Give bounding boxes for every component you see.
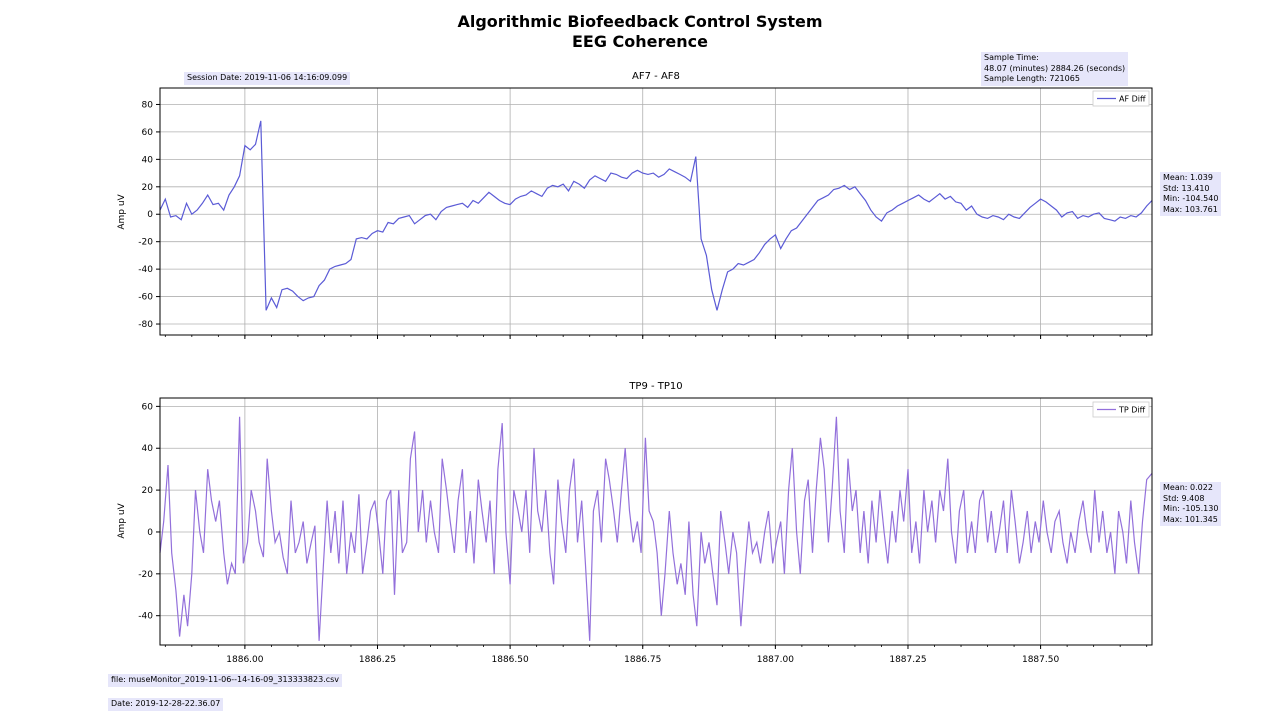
af-panel-title: AF7 - AF8 (632, 71, 680, 82)
sample-time-value: 48.07 (minutes) 2884.26 (seconds) (984, 63, 1126, 73)
tp-x-tick-label: 1887.25 (889, 655, 926, 665)
tp-legend-box (1092, 401, 1150, 418)
tp-min: Min: -105.130 (1163, 504, 1219, 513)
tp-mean: Mean: 0.022 (1163, 483, 1213, 492)
tp-y-tick-label: 20 (142, 486, 154, 496)
af-gridlines (160, 88, 1152, 335)
sample-time-box: Sample Time: 48.07 (minutes) 2884.26 (se… (981, 52, 1129, 86)
tp-x-tick-label: 1887.00 (757, 655, 794, 665)
af-y-tick-label: 0 (147, 210, 153, 220)
tp-legend-label: TP Diff (1118, 406, 1146, 415)
af-diff-line (159, 120, 1153, 311)
af-y-tick-label: -80 (138, 320, 153, 330)
sample-time-label: Sample Time: (984, 53, 1039, 62)
af-y-tick-label: 20 (142, 183, 154, 193)
af-plot-frame (159, 87, 1153, 336)
af-y-tick-label: -60 (138, 293, 153, 303)
af-y-tick-label: -20 (138, 238, 153, 248)
tp-x-tick-label: 1886.00 (226, 655, 263, 665)
tp-y-tick-label: -20 (138, 570, 153, 580)
file-name-text: file: museMonitor_2019-11-06--14-16-09_3… (111, 675, 340, 684)
session-date-text: Session Date: 2019-11-06 14:16:09.099 (187, 73, 348, 82)
tp-x-tick-label: 1886.75 (624, 655, 661, 665)
af-legend-box (1092, 90, 1150, 107)
af-y-tick-label: 60 (142, 128, 154, 138)
af-stats-box: Mean: 1.039 Std: 13.410 Min: -104.540 Ma… (1160, 172, 1222, 216)
report-date-box: Date: 2019-12-28-22.36.07 (108, 698, 224, 711)
tp-x-tick-label: 1886.50 (492, 655, 529, 665)
af-coherence-panel: AF7 - AF8 Amp uV -80 -60 -40 -20 0 20 40 60 80 A… (117, 71, 1153, 339)
af-min: Min: -104.540 (1163, 194, 1219, 203)
figure-title-line1: Algorithmic Biofeedback Control System (457, 12, 822, 31)
tp-plot-frame (159, 397, 1153, 646)
tp-coherence-panel: TP9 - TP10 Amp uV -40 -20 0 20 40 60 1886.00 18… (117, 381, 1153, 665)
tp-std: Std: 9.408 (1163, 493, 1205, 503)
tp-x-tick-label: 1887.50 (1022, 655, 1059, 665)
tp-legend: TP Diff (1092, 401, 1150, 418)
tp-gridlines (160, 398, 1152, 645)
af-legend: AF Diff (1092, 90, 1150, 107)
file-name-box: file: museMonitor_2019-11-06--14-16-09_3… (108, 674, 343, 687)
session-date-box: Session Date: 2019-11-06 14:16:09.099 (184, 72, 351, 85)
tp-x-tick-label: 1886.25 (359, 655, 396, 665)
tp-stats-box: Mean: 0.022 Std: 9.408 Min: -105.130 Max… (1160, 482, 1222, 526)
af-y-axis-label: Amp uV (117, 193, 127, 229)
sample-length-text: Sample Length: 721065 (984, 74, 1080, 83)
report-date-text: Date: 2019-12-28-22.36.07 (111, 699, 221, 708)
af-legend-label: AF Diff (1119, 95, 1146, 104)
tp-y-tick-label: 40 (142, 444, 154, 454)
tp-y-axis-label: Amp uV (117, 502, 127, 538)
af-y-tick-label: 80 (142, 100, 154, 110)
af-y-tick-label: 40 (142, 155, 154, 165)
af-std: Std: 13.410 (1163, 183, 1210, 193)
figure-title-line2: EEG Coherence (572, 32, 708, 51)
tp-diff-line (159, 416, 1153, 641)
af-mean: Mean: 1.039 (1163, 173, 1213, 182)
tp-y-tick-label: -40 (138, 612, 153, 622)
tp-y-tick-label: 0 (147, 528, 153, 538)
af-max: Max: 103.761 (1163, 204, 1218, 214)
tp-panel-title: TP9 - TP10 (628, 381, 682, 392)
af-y-tick-label: -40 (138, 265, 153, 275)
tp-max: Max: 101.345 (1163, 514, 1218, 524)
tp-y-tick-label: 60 (142, 402, 154, 412)
